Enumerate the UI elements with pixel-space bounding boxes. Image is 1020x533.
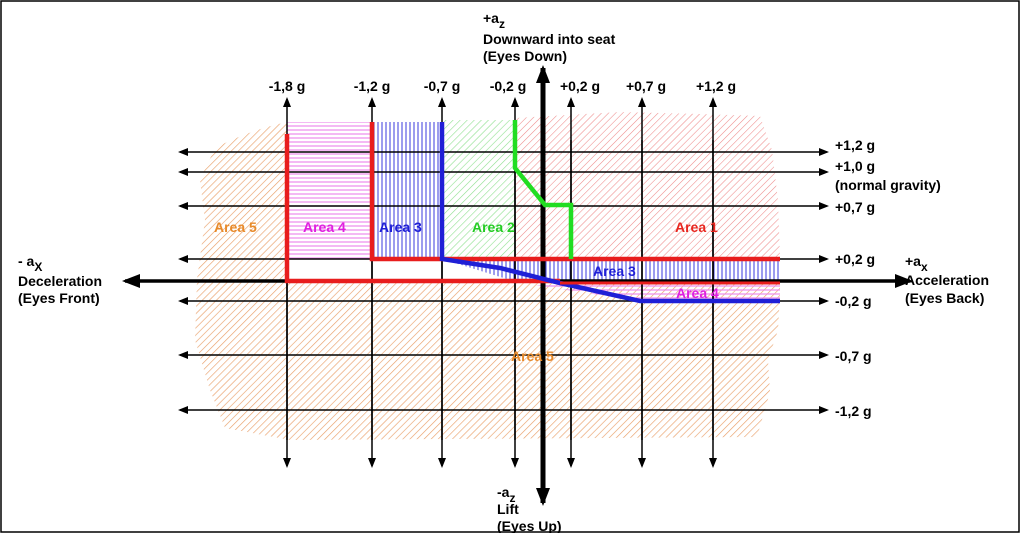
col-label-plus-0-2: +0,2 g [560, 78, 600, 94]
row-label-plus-0-7: +0,7 g [835, 199, 875, 215]
top-axis-title: +az Downward into seat (Eyes Down) [483, 10, 616, 64]
area-3-region-low [442, 259, 780, 283]
col-label-minus-1-8: -1,8 g [269, 78, 306, 94]
bottom-axis-title: -az Lift (Eyes Up) [497, 484, 562, 533]
row-label-minus-0-7: -0,7 g [835, 348, 872, 364]
bottom-axis-sign: -az [497, 484, 515, 505]
bottom-axis-line1: Lift [497, 501, 519, 517]
area-5-label-left: Area 5 [214, 219, 257, 235]
column-labels: -1,8 g -1,2 g -0,7 g -0,2 g +0,2 g +0,7 … [269, 78, 736, 94]
area-4-region-top [287, 122, 372, 260]
left-axis-title: - aX Deceleration (Eyes Front) [18, 253, 102, 306]
area-3-label-top: Area 3 [379, 219, 422, 235]
col-label-minus-1-2: -1,2 g [354, 78, 391, 94]
left-axis-line1: Deceleration [18, 273, 102, 289]
row-label-normal-gravity: (normal gravity) [835, 177, 941, 193]
area-2-region [442, 120, 515, 260]
area-5-label-bottom: Area 5 [511, 348, 554, 364]
left-axis-line2: (Eyes Front) [18, 290, 100, 306]
area-2-label: Area 2 [472, 219, 515, 235]
row-label-plus-1-0: +1,0 g [835, 158, 875, 174]
col-label-minus-0-2: -0,2 g [490, 78, 527, 94]
area-5-boundary [284, 134, 560, 284]
row-label-minus-1-2: -1,2 g [835, 403, 872, 419]
bottom-axis-line2: (Eyes Up) [497, 518, 562, 533]
area-2-boundary [512, 120, 574, 259]
right-axis-line1: Acceleration [905, 272, 989, 288]
col-label-plus-0-7: +0,7 g [626, 78, 666, 94]
top-axis-line1: Downward into seat [483, 31, 616, 47]
area-3-label-low: Area 3 [593, 263, 636, 279]
row-label-plus-0-2: +0,2 g [835, 251, 875, 267]
right-axis-line2: (Eyes Back) [905, 290, 984, 306]
area-4-boundary [369, 122, 780, 262]
row-label-plus-1-2: +1,2 g [835, 137, 875, 153]
area-1-label: Area 1 [675, 219, 718, 235]
area-1-region [515, 112, 780, 259]
top-axis-sign: +az [483, 10, 505, 31]
right-axis-title: +ax Acceleration (Eyes Back) [905, 253, 989, 306]
col-label-plus-1-2: +1,2 g [696, 78, 736, 94]
row-labels: +1,2 g +1,0 g (normal gravity) +0,7 g +0… [835, 137, 941, 419]
col-label-minus-0-7: -0,7 g [424, 78, 461, 94]
right-axis-sign: +ax [905, 253, 928, 274]
area-5-region [195, 122, 780, 440]
top-axis-line2: (Eyes Down) [483, 48, 567, 64]
row-label-minus-0-2: -0,2 g [835, 293, 872, 309]
area-labels: Area 5 Area 4 Area 3 Area 2 Area 1 Area … [214, 219, 719, 364]
area-3-boundary [439, 122, 780, 304]
left-axis-sign: - aX [18, 253, 42, 274]
area-3-region-top [372, 122, 442, 260]
area-4-label-low: Area 4 [676, 285, 719, 301]
area-4-label-top: Area 4 [303, 219, 346, 235]
